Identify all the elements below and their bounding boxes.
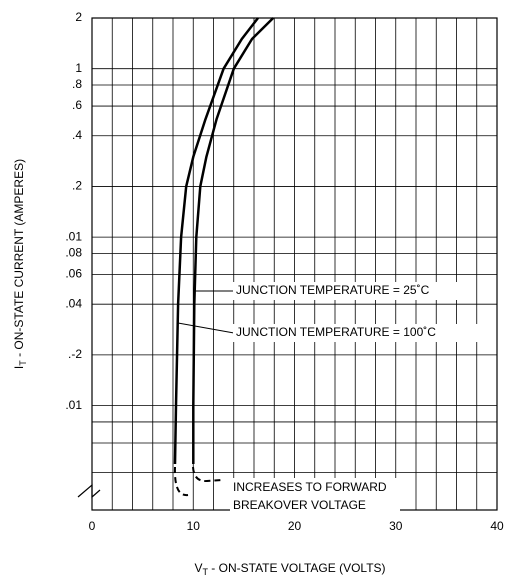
y-tick-label: 1 [75, 61, 82, 75]
annotation: INCREASES TO FORWARD [233, 480, 387, 494]
curves [173, 17, 275, 465]
label-bg [233, 324, 478, 342]
breakover-dash [192, 466, 223, 483]
x-axis-label: VT - ON-STATE VOLTAGE (VOLTS) [194, 561, 385, 577]
y-tick-label: .04 [65, 296, 82, 310]
y-tick-label: .8 [72, 77, 82, 91]
x-tick-label: 20 [288, 519, 302, 533]
y-axis-label: IT - ON-STATE CURRENT (AMPERES) [12, 159, 28, 369]
y-tick-label: .6 [72, 98, 82, 112]
curve [192, 17, 275, 464]
y-tick-label: .06 [65, 267, 82, 281]
x-tick-label: 30 [389, 519, 403, 533]
y-tick-label: .01 [65, 229, 82, 243]
series-label: JUNCTION TEMPERATURE = 25˚C [236, 283, 430, 297]
breakover-dash [173, 466, 189, 497]
x-tick-label: 10 [187, 519, 201, 533]
curve [173, 17, 259, 465]
annotation: BREAKOVER VOLTAGE [233, 498, 366, 512]
x-tick-label: 40 [490, 519, 504, 533]
series-label: JUNCTION TEMPERATURE = 100˚C [236, 325, 436, 339]
y-tick-label: .2 [72, 179, 82, 193]
label-bg [230, 478, 400, 516]
y-tick-label: .01 [65, 398, 82, 412]
y-tick-label: 2 [75, 10, 82, 24]
y-tick-label: .-2 [68, 347, 82, 361]
label-bg [233, 282, 470, 300]
grid [91, 17, 498, 510]
leader-line [177, 322, 235, 334]
y-tick-label: .08 [65, 246, 82, 260]
y-tick-label: .4 [72, 128, 82, 142]
x-tick-label: 0 [89, 519, 96, 533]
axis-break [77, 483, 101, 499]
